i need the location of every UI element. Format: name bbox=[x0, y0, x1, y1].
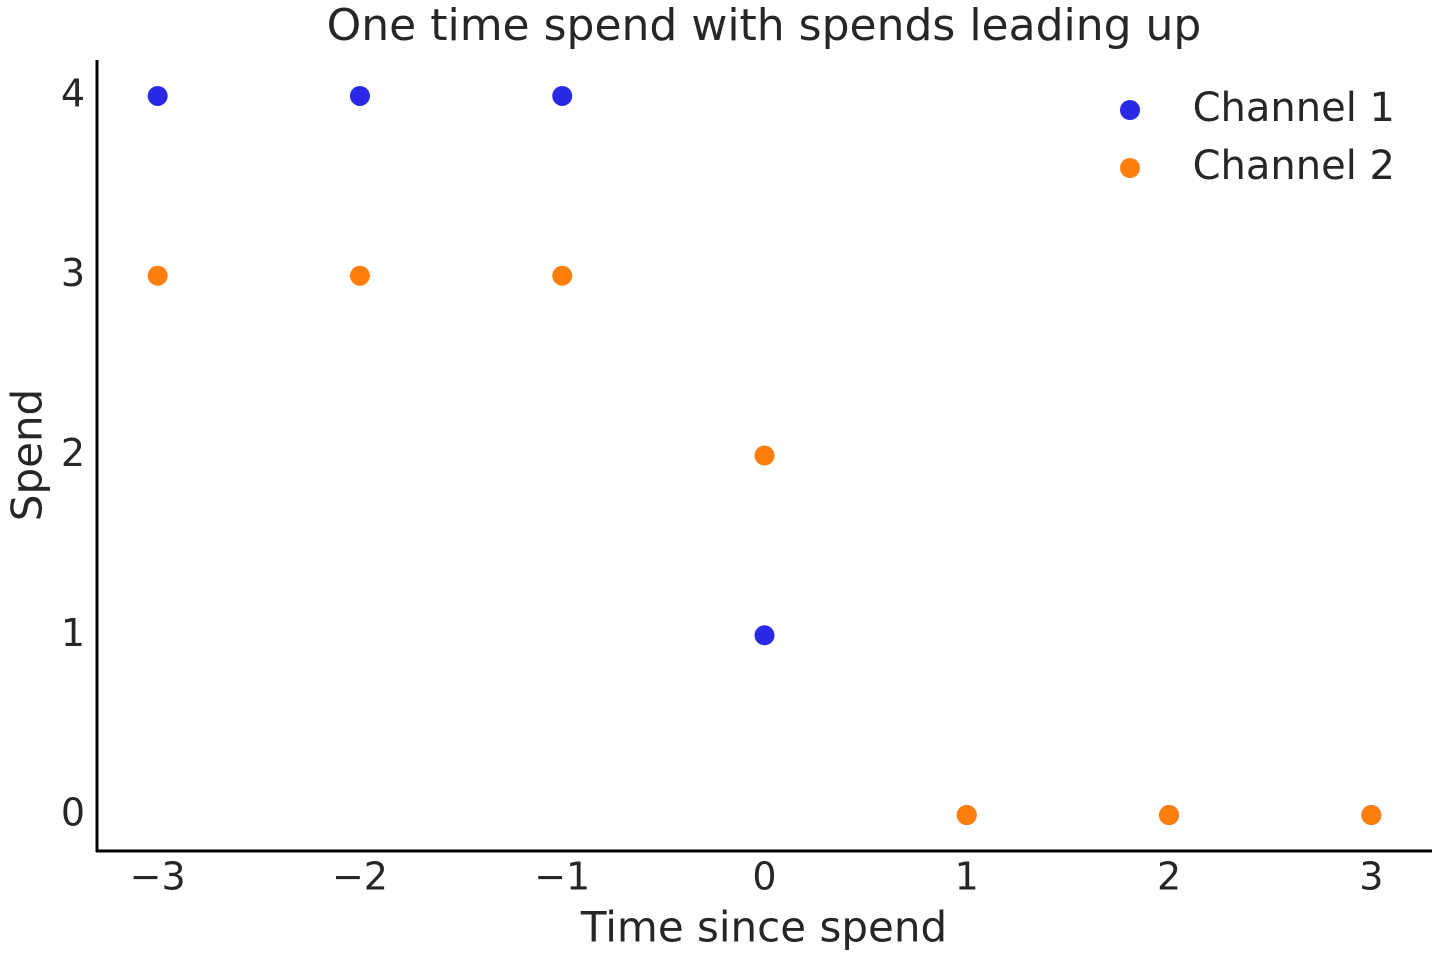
y-axis-label: Spend bbox=[3, 389, 52, 521]
point bbox=[349, 265, 370, 286]
x-axis-label: Time since spend bbox=[580, 903, 947, 952]
x-tick-label: −1 bbox=[534, 855, 590, 899]
point bbox=[956, 805, 977, 826]
y-tick-label: 0 bbox=[61, 791, 85, 835]
point bbox=[147, 85, 168, 106]
x-tick-label: −3 bbox=[130, 855, 186, 899]
y-tick-label: 4 bbox=[61, 71, 85, 115]
point bbox=[552, 85, 573, 106]
legend-marker bbox=[1120, 158, 1140, 178]
point bbox=[754, 625, 775, 646]
x-tick-label: −2 bbox=[332, 855, 388, 899]
legend-marker bbox=[1120, 100, 1140, 120]
x-tick-label: 3 bbox=[1359, 855, 1383, 899]
point bbox=[349, 85, 370, 106]
x-tick-label: 1 bbox=[955, 855, 979, 899]
point bbox=[754, 445, 775, 466]
x-tick-label: 2 bbox=[1157, 855, 1181, 899]
point bbox=[1159, 805, 1180, 826]
point bbox=[147, 265, 168, 286]
point bbox=[1361, 805, 1382, 826]
y-tick-label: 1 bbox=[61, 611, 85, 655]
y-tick-label: 3 bbox=[61, 251, 85, 295]
point bbox=[552, 265, 573, 286]
x-tick-label: 0 bbox=[752, 855, 776, 899]
legend-label: Channel 2 bbox=[1193, 143, 1395, 189]
chart-title: One time spend with spends leading up bbox=[327, 0, 1202, 51]
legend-label: Channel 1 bbox=[1193, 85, 1395, 131]
y-tick-label: 2 bbox=[61, 431, 85, 475]
